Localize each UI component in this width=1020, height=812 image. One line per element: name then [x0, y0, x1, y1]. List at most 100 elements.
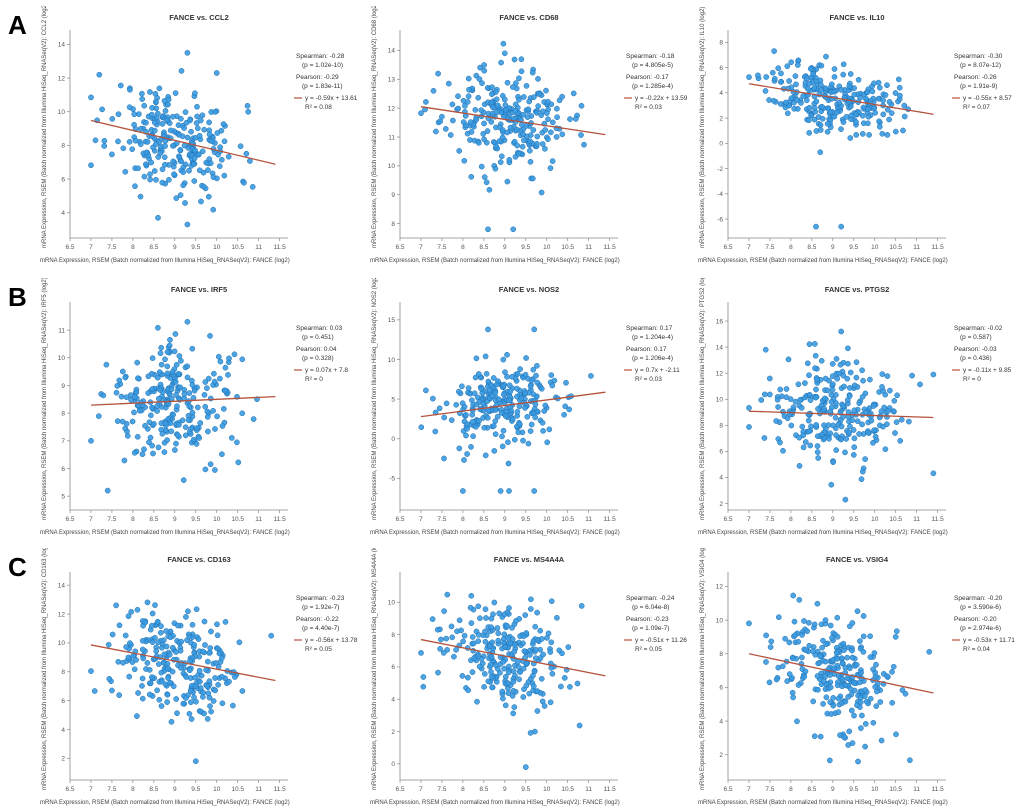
- data-point: [451, 653, 457, 660]
- x-tick-label: 7: [419, 244, 423, 251]
- x-tick-label: 7: [89, 516, 93, 523]
- data-point: [538, 636, 545, 642]
- data-point: [876, 118, 882, 125]
- data-point: [185, 608, 191, 615]
- data-point: [835, 709, 842, 715]
- data-point: [763, 659, 769, 665]
- data-point: [500, 695, 506, 702]
- chart-title: FANCE vs. CD68: [499, 13, 558, 22]
- y-tick-label: 2: [719, 752, 723, 759]
- data-point: [120, 145, 127, 152]
- data-point: [535, 91, 542, 97]
- data-point: [834, 375, 841, 382]
- data-point: [158, 678, 165, 685]
- regression-line: [420, 391, 606, 418]
- data-point: [833, 109, 840, 116]
- data-point: [520, 131, 526, 138]
- data-point: [149, 104, 155, 111]
- y-tick-label: 0: [391, 436, 395, 443]
- y-tick-label: 16: [716, 318, 724, 325]
- data-point: [480, 401, 487, 407]
- data-point: [114, 383, 121, 389]
- x-tick-label: 8.5: [149, 244, 158, 251]
- data-point: [170, 158, 177, 165]
- data-point: [150, 450, 156, 457]
- data-point: [204, 683, 210, 689]
- data-point: [520, 111, 527, 118]
- data-point: [149, 610, 156, 617]
- x-tick-label: 11: [585, 244, 592, 251]
- data-point: [210, 407, 216, 414]
- data-point: [164, 370, 171, 377]
- x-tick-label: 10.5: [231, 516, 244, 523]
- data-point: [762, 88, 769, 94]
- data-point: [822, 658, 829, 665]
- data-point: [810, 698, 817, 705]
- data-point: [851, 435, 858, 442]
- data-point: [822, 617, 829, 623]
- x-tick-label: 9: [503, 516, 507, 523]
- data-point: [131, 111, 138, 118]
- x-tick-label: 7.5: [107, 244, 116, 251]
- data-point: [806, 80, 813, 87]
- data-point: [854, 702, 860, 709]
- data-point: [547, 165, 554, 171]
- data-point: [459, 383, 465, 390]
- data-point: [181, 125, 187, 131]
- data-point: [857, 94, 863, 101]
- data-point: [475, 140, 482, 146]
- data-point: [183, 674, 190, 680]
- data-point: [429, 616, 436, 622]
- data-point: [827, 622, 834, 629]
- data-points: [418, 591, 585, 770]
- data-point: [116, 622, 123, 629]
- data-point: [790, 404, 797, 411]
- data-point: [531, 488, 538, 494]
- data-point: [827, 430, 834, 437]
- data-point: [449, 101, 456, 108]
- data-point: [774, 396, 781, 403]
- data-point: [831, 88, 838, 95]
- data-point: [522, 764, 529, 770]
- data-point: [205, 167, 211, 173]
- data-point: [207, 461, 214, 468]
- data-point: [588, 373, 594, 379]
- pearson-p-value: (p = 1.91e-9): [960, 83, 997, 90]
- data-point: [497, 159, 504, 165]
- data-point: [196, 435, 203, 441]
- data-point: [755, 72, 761, 79]
- y-tick-label: -2: [717, 166, 723, 173]
- data-point: [565, 644, 572, 650]
- data-point: [806, 392, 813, 398]
- data-point: [469, 397, 475, 404]
- data-point: [495, 630, 502, 637]
- data-point: [554, 105, 560, 112]
- data-point: [884, 373, 891, 379]
- data-point: [192, 683, 199, 690]
- data-point: [182, 200, 188, 206]
- data-point: [790, 694, 796, 701]
- data-point: [174, 710, 180, 717]
- data-point: [485, 226, 491, 233]
- chart-title: FANCE vs. PTGS2: [825, 285, 890, 294]
- data-point: [830, 665, 837, 672]
- data-point: [746, 620, 752, 627]
- y-tick-label: 5: [391, 396, 395, 403]
- x-tick-label: 6.5: [723, 516, 732, 523]
- r-squared-value: R² = 0: [963, 376, 981, 383]
- data-point: [496, 138, 503, 144]
- data-point: [493, 381, 500, 388]
- data-point: [212, 467, 218, 473]
- spearman-p-value: (p = 1.02e-10): [302, 62, 343, 69]
- data-point: [758, 397, 765, 403]
- x-tick-label: 8.5: [479, 786, 488, 793]
- data-point: [164, 363, 171, 370]
- data-point: [828, 481, 835, 488]
- data-point: [191, 387, 198, 394]
- y-tick-label: 2: [719, 501, 723, 508]
- r-squared-value: R² = 0.03: [635, 104, 662, 111]
- data-point: [149, 674, 155, 680]
- data-point: [493, 96, 500, 103]
- data-point: [241, 179, 247, 186]
- data-point: [88, 668, 94, 674]
